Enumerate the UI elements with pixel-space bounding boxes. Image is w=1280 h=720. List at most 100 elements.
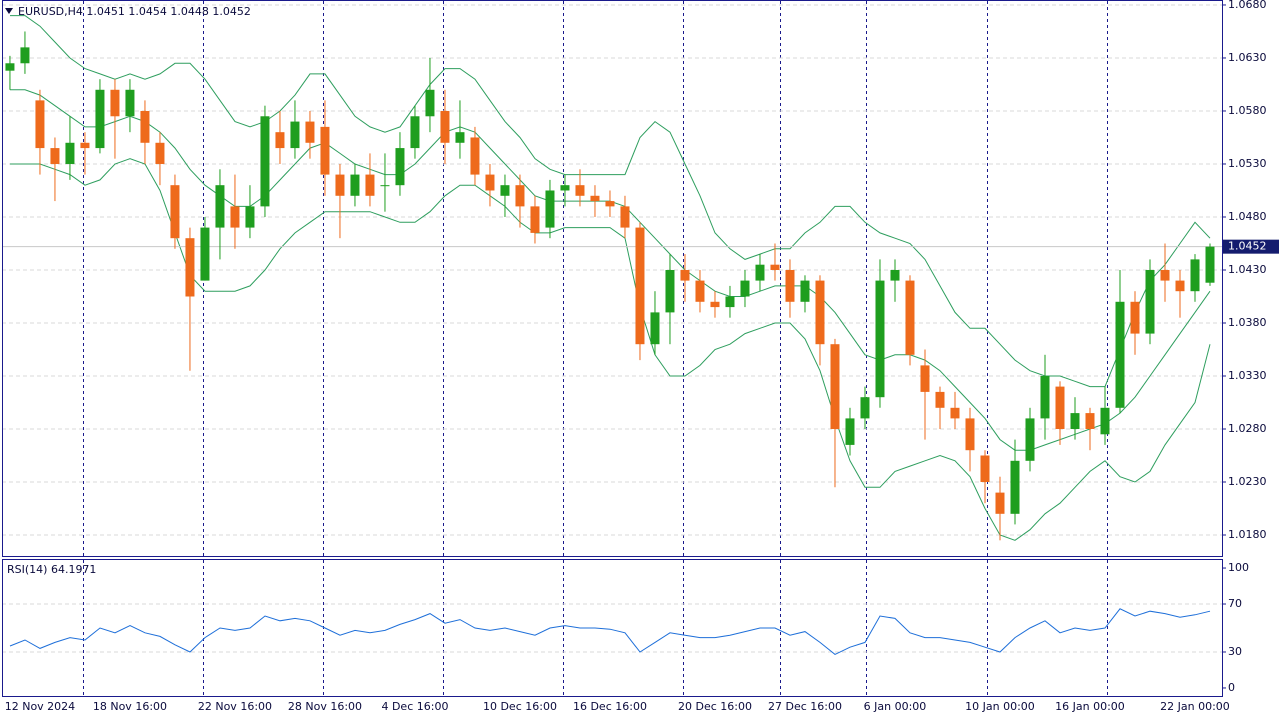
candle-body	[1130, 301, 1140, 334]
candle-body	[605, 201, 615, 207]
candle-body	[710, 301, 720, 308]
y-tick-label: 1.0480	[1228, 210, 1267, 223]
candle-body	[275, 132, 285, 149]
current-price-label: 1.0452	[1228, 240, 1267, 253]
rsi-frame	[2, 559, 1223, 697]
candle-body	[1190, 259, 1200, 292]
candle-body	[455, 132, 465, 143]
y-tick-label: 1.0430	[1228, 263, 1267, 276]
candle-body	[725, 296, 735, 308]
candle-body	[440, 110, 450, 143]
candle-body	[590, 195, 600, 202]
candle-body	[305, 121, 315, 143]
rsi-title: RSI(14) 64.1971	[7, 563, 96, 576]
candle-body	[110, 89, 120, 117]
candle-body	[665, 269, 675, 313]
y-tick-label: 70	[1228, 597, 1242, 610]
candle-body	[1055, 386, 1065, 430]
collapse-icon	[5, 8, 13, 14]
candle-body	[5, 63, 15, 71]
y-tick-label: 1.0630	[1228, 51, 1267, 64]
candle-body	[35, 100, 45, 149]
candle-body	[875, 280, 885, 398]
candle-body	[1070, 413, 1080, 430]
candle-body	[425, 89, 435, 117]
candle-body	[890, 269, 900, 281]
candle-body	[95, 89, 105, 149]
x-tick-label: 16 Dec 16:00	[573, 700, 647, 713]
candle-body	[80, 142, 90, 149]
x-tick-label: 10 Dec 16:00	[483, 700, 557, 713]
candle-body	[1085, 413, 1095, 430]
candle-body	[50, 148, 60, 164]
x-tick-label: 22 Nov 16:00	[198, 700, 272, 713]
candle-body	[800, 280, 810, 302]
candle-body	[395, 148, 405, 186]
main-frame	[2, 0, 1223, 557]
candle-body	[815, 280, 825, 345]
candle-body	[365, 174, 375, 196]
x-tick-label: 28 Nov 16:00	[288, 700, 362, 713]
candle-body	[920, 365, 930, 392]
candle-body	[845, 418, 855, 445]
candle-body	[1025, 418, 1035, 461]
candle-body	[650, 312, 660, 345]
candle-body	[740, 280, 750, 297]
candle-body	[125, 89, 135, 117]
y-tick-label: 1.0330	[1228, 369, 1267, 382]
candle-body	[1115, 301, 1125, 408]
candle-body	[860, 397, 870, 419]
candle-body	[530, 206, 540, 233]
candle-body	[155, 142, 165, 164]
x-tick-label: 6 Jan 00:00	[864, 700, 927, 713]
candle-body	[485, 174, 495, 191]
x-tick-label: 4 Dec 16:00	[381, 700, 448, 713]
candle-body	[1205, 246, 1215, 283]
y-tick-label: 1.0580	[1228, 104, 1267, 117]
candle-body	[1040, 375, 1050, 419]
y-tick-label: 30	[1228, 645, 1242, 658]
candle-body	[785, 269, 795, 302]
y-tick-label: 1.0680	[1228, 0, 1267, 11]
candle-body	[755, 264, 765, 281]
candle-body	[335, 174, 345, 196]
candle-body	[770, 264, 780, 270]
candle-body	[995, 492, 1005, 514]
candle-body	[965, 418, 975, 451]
candle-body	[140, 110, 150, 143]
candle-body	[500, 185, 510, 196]
bollinger-band	[10, 158, 1211, 541]
chart-title: EURUSD,H4 1.0451 1.0454 1.0448 1.0452	[18, 5, 251, 18]
candle-body	[575, 185, 585, 196]
candle-body	[230, 206, 240, 228]
candle-body	[185, 238, 195, 297]
candle-body	[350, 174, 360, 196]
y-tick-label: 100	[1228, 561, 1249, 574]
y-tick-label: 1.0380	[1228, 316, 1267, 329]
x-tick-label: 20 Dec 16:00	[678, 700, 752, 713]
candle-body	[470, 137, 480, 175]
candle-body	[1175, 280, 1185, 292]
candle-body	[950, 407, 960, 419]
candle-body	[560, 185, 570, 191]
candle-body	[635, 227, 645, 345]
candle-body	[1145, 269, 1155, 334]
y-tick-label: 0	[1228, 681, 1235, 694]
x-tick-label: 27 Dec 16:00	[768, 700, 842, 713]
candle-body	[410, 116, 420, 149]
candle-body	[380, 185, 390, 187]
candle-body	[620, 206, 630, 228]
candle-body	[320, 126, 330, 175]
candle-body	[65, 142, 75, 164]
y-tick-label: 1.0530	[1228, 157, 1267, 170]
y-tick-label: 1.0180	[1228, 528, 1267, 541]
candle-body	[830, 344, 840, 430]
rsi-line	[9, 608, 1211, 655]
x-tick-label: 18 Nov 16:00	[93, 700, 167, 713]
candle-body	[245, 206, 255, 228]
candle-body	[290, 121, 300, 149]
candle-body	[1160, 269, 1170, 281]
x-tick-label: 16 Jan 00:00	[1055, 700, 1125, 713]
